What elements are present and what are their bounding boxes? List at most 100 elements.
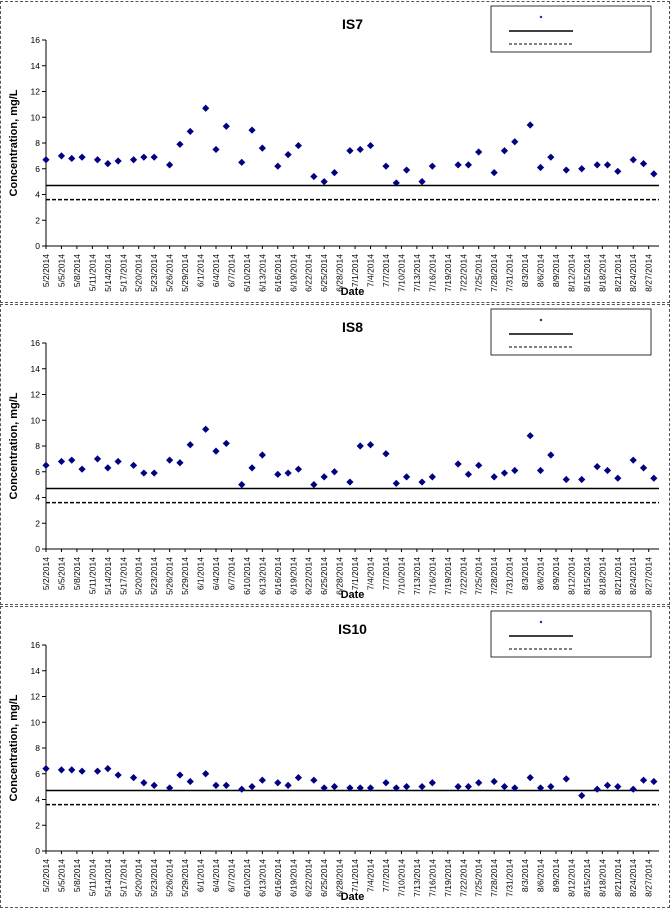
data-point: [57, 766, 66, 774]
data-point: [639, 464, 648, 472]
x-tick-label: 5/26/2014: [165, 254, 175, 292]
x-tick-label: 7/1/2014: [350, 859, 360, 892]
x-tick-label: 7/19/2014: [443, 859, 453, 897]
data-point: [150, 153, 158, 161]
y-tick-label: 16: [31, 640, 41, 650]
data-point: [490, 777, 498, 786]
data-point: [629, 785, 637, 793]
y-tick-label: 0: [35, 544, 40, 554]
x-tick-label: 7/31/2014: [505, 254, 515, 292]
chart-panel-is10: IS10 0 2 4 6 8 10 12 14 16 5/2/2014 5/5/2014 5/8/201…: [0, 606, 670, 908]
x-tick-label: 7/31/2014: [505, 557, 515, 595]
data-point: [382, 162, 390, 170]
data-point: [454, 161, 462, 169]
x-tick-label: 6/4/2014: [211, 254, 221, 287]
x-tick-label: 6/28/2014: [335, 254, 345, 292]
y-tick-label: 10: [31, 112, 41, 122]
x-tick-label: 6/22/2014: [304, 557, 314, 595]
data-point: [464, 161, 473, 169]
x-tick-label: 8/15/2014: [582, 859, 592, 897]
x-tick-label: 7/25/2014: [474, 557, 484, 595]
y-tick-label: 16: [31, 35, 41, 45]
y-tick-label: 8: [35, 138, 40, 148]
data-point: [603, 161, 612, 169]
x-tick-label: 7/25/2014: [474, 859, 484, 897]
y-tick-label: 16: [31, 338, 41, 348]
data-point: [294, 141, 303, 150]
x-tick-label: 5/11/2014: [87, 254, 97, 291]
data-point: [284, 150, 292, 159]
x-tick-label: 6/16/2014: [273, 254, 283, 292]
y-axis-label: Concentration, mg/L: [8, 392, 20, 499]
x-tick-label: 5/2/2014: [41, 557, 51, 590]
data-point: [500, 469, 509, 477]
x-tick-label: 7/7/2014: [381, 557, 391, 590]
chart-title: IS7: [342, 16, 363, 32]
data-point: [104, 765, 112, 773]
x-tick-label: 5/20/2014: [134, 557, 144, 595]
data-point: [42, 765, 50, 773]
x-tick-label: 8/18/2014: [597, 557, 607, 595]
x-tick-label: 7/28/2014: [489, 557, 499, 595]
data-point: [68, 154, 76, 163]
x-tick-label: 6/7/2014: [226, 859, 236, 892]
x-tick-label: 6/10/2014: [242, 557, 252, 595]
data-point: [274, 470, 282, 478]
data-point: [382, 450, 390, 458]
data-point: [366, 141, 375, 150]
data-point: [392, 179, 400, 187]
x-tick-label: 8/12/2014: [566, 254, 576, 292]
data-point: [176, 140, 184, 148]
data-point: [310, 172, 318, 181]
chart-title: IS10: [338, 621, 367, 637]
data-point: [212, 145, 220, 154]
data-point: [114, 157, 122, 165]
data-point: [428, 162, 436, 170]
data-point: [511, 138, 519, 146]
data-point: [578, 475, 586, 484]
data-point: [212, 447, 220, 455]
y-tick-label: 10: [31, 717, 41, 727]
data-point: [346, 147, 354, 155]
data-point: [511, 466, 519, 475]
chart-svg: IS7 0 2 4 6 8 10 12 14 16 5/2/2014 5/5/2014 5/8/2014…: [8, 5, 659, 298]
x-tick-label: 5/29/2014: [180, 254, 190, 292]
x-tick-label: 8/3/2014: [520, 859, 530, 892]
data-point: [320, 784, 328, 792]
data-point: [93, 767, 102, 775]
x-tick-label: 6/22/2014: [304, 254, 314, 292]
x-tick-label: 6/1/2014: [196, 859, 206, 892]
data-point: [248, 783, 256, 791]
x-tick-label: 6/19/2014: [288, 557, 298, 595]
y-tick-label: 6: [35, 467, 40, 477]
data-point: [129, 156, 138, 164]
data-point: [428, 473, 436, 481]
x-tick-label: 7/1/2014: [350, 254, 360, 287]
data-point: [428, 779, 436, 787]
x-tick-label: 7/28/2014: [489, 254, 499, 292]
y-tick-label: 14: [31, 61, 41, 71]
data-point: [475, 148, 483, 156]
data-point: [238, 481, 246, 489]
x-tick-label: 8/27/2014: [644, 254, 654, 292]
data-point: [78, 153, 86, 161]
chart-title: IS8: [342, 319, 363, 335]
data-point: [150, 469, 158, 477]
data-point: [274, 779, 282, 787]
data-point: [176, 771, 184, 779]
data-point: [562, 166, 570, 174]
x-tick-label: 5/5/2014: [56, 859, 66, 892]
data-point: [202, 104, 210, 112]
data-point: [186, 441, 194, 449]
data-point: [78, 465, 86, 473]
data-point: [42, 461, 50, 469]
data-point: [140, 779, 148, 787]
data-point: [578, 165, 586, 173]
x-tick-label: 5/5/2014: [56, 254, 66, 287]
x-tick-label: 5/26/2014: [165, 859, 175, 897]
x-tick-label: 8/15/2014: [582, 254, 592, 292]
data-point: [356, 145, 364, 154]
data-point: [464, 470, 473, 478]
x-tick-label: 8/18/2014: [597, 254, 607, 292]
data-point: [258, 776, 266, 784]
